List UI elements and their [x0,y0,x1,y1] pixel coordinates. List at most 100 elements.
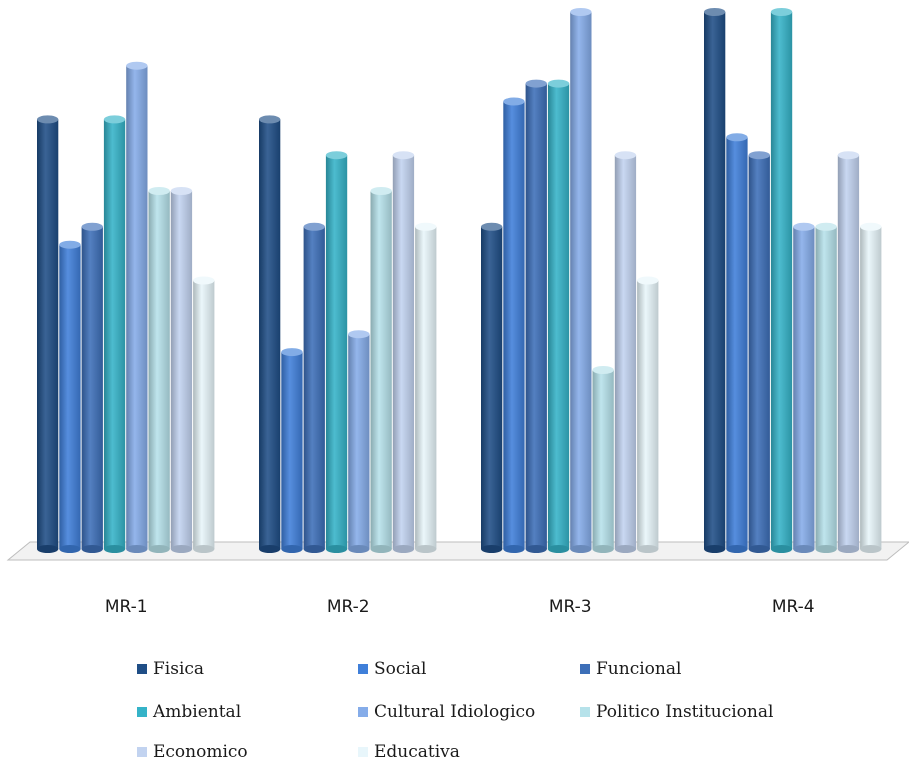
bar-top [860,222,882,231]
bar [59,240,81,553]
bar-base [770,545,793,553]
bar-top [37,115,59,124]
bar-top [770,8,793,16]
bar-top [303,222,325,231]
bar-base [570,545,592,553]
bar [348,330,370,553]
bar [259,115,281,553]
bar-top [348,330,370,339]
bar-base [860,545,882,553]
bar-body [748,155,770,549]
bar-base [614,545,637,553]
bar-body [148,191,170,549]
bar-top [637,276,659,285]
legend-swatch [137,707,147,717]
bar-base [726,545,748,553]
legend-label: Educativa [374,742,460,762]
bar [815,222,837,553]
bar-top [392,151,415,160]
bar [770,8,793,553]
bar-body [103,119,126,550]
bar-top [570,8,592,16]
bar-top [325,151,348,160]
legend-label: Politico Institucional [596,702,774,722]
bar [170,187,193,553]
bar [81,222,103,553]
bar [392,151,415,553]
bar-base [348,545,370,553]
bar-top [481,222,503,231]
legend-swatch [358,707,368,717]
bar [303,222,325,553]
bar-base [481,545,503,553]
bar-body [770,12,793,549]
bar-body [614,155,637,549]
category-tick-label: MR-4 [772,597,815,617]
bar-top [592,366,614,374]
bar-top [415,222,437,231]
bar-base [281,545,303,553]
bar-top [837,151,860,160]
bar-body [415,226,437,550]
legend-swatch [137,747,147,757]
bar [481,222,503,553]
bar-top [281,348,303,357]
bars-group [37,8,882,553]
legend-label: Social [374,659,427,679]
bar-top [748,151,770,160]
legend-swatch [358,664,368,674]
legend-label: Ambiental [153,702,242,722]
bar-top [170,187,193,195]
category-tick-label: MR-3 [549,597,592,617]
bar-body [126,65,148,549]
bar [614,151,637,553]
bar-base [193,545,215,553]
bar-body [392,155,415,549]
bar-body [860,226,882,550]
bar-body [281,352,303,549]
bar-body [704,12,726,549]
bar-base [815,545,837,553]
bar-top [259,115,281,124]
bar-top [614,151,637,160]
bar-body [726,137,748,550]
bar-body [59,244,81,549]
bar-base [148,545,170,553]
legend-item: Social [358,658,426,680]
bar-body [259,119,281,550]
bar-base [126,545,148,553]
bar [148,187,170,553]
legend-label: Economico [153,742,248,762]
bar-base [370,545,392,553]
chart-legend: Fisica Social Funcional Ambiental Cultural I… [0,650,909,763]
bar [126,61,148,553]
bar [547,79,570,553]
bar-top [815,222,837,231]
bar-body [837,155,860,549]
legend-label: Funcional [596,659,682,679]
bar [370,187,392,553]
bar-base [837,545,860,553]
bar-body [170,191,193,549]
bar-top [503,97,525,106]
legend-label: Cultural Idiologico [374,702,536,722]
legend-swatch [580,664,590,674]
bar [704,8,726,553]
category-tick-label: MR-1 [105,597,148,617]
bar-top [704,8,726,16]
legend-item: Educativa [358,741,460,763]
legend-swatch [580,707,590,717]
bar-body [348,334,370,549]
bar [726,133,748,553]
legend-item: Cultural Idiologico [358,701,535,723]
legend-swatch [137,664,147,674]
legend-swatch [358,747,368,757]
bar [325,151,348,553]
bar-base [592,545,614,553]
bar-base [547,545,570,553]
legend-label: Fisica [153,659,205,679]
bar-body [793,226,815,550]
bar-base [325,545,348,553]
bar-top [148,187,170,195]
